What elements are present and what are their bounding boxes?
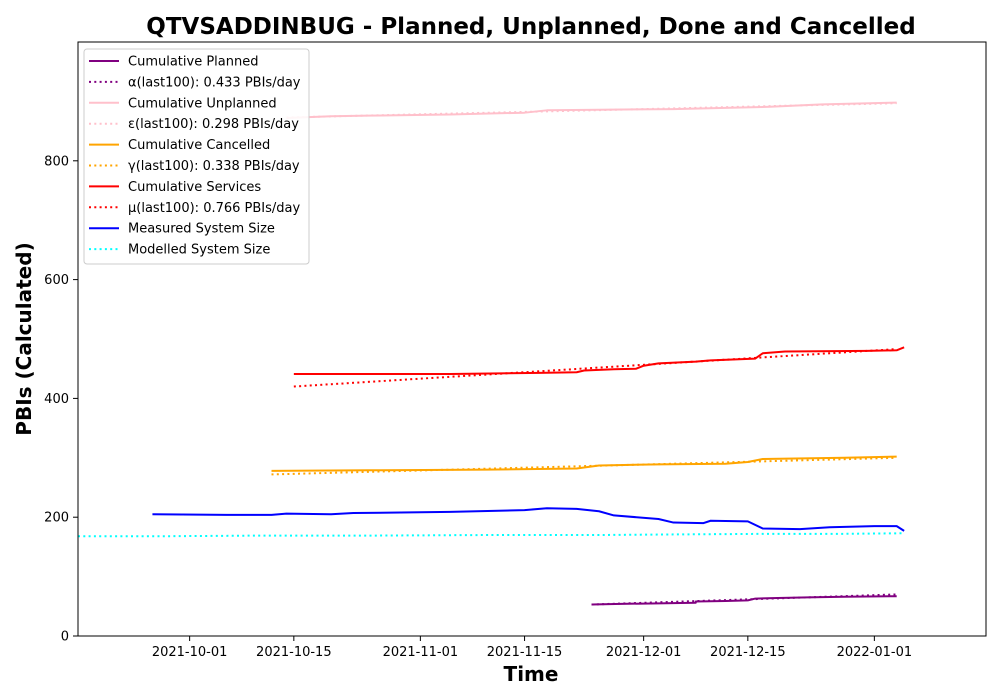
x-tick-label: 2021-10-01 — [152, 645, 228, 660]
legend-label-5: Cumulative Cancelled — [128, 138, 270, 153]
x-axis-label: Time — [504, 662, 559, 686]
series-line-1 — [591, 595, 897, 606]
y-tick-label: 0 — [61, 630, 69, 645]
chart-title: QTVSADDINBUG - Planned, Unplanned, Done … — [146, 14, 915, 40]
legend-label-1: Cumulative Planned — [128, 55, 258, 70]
x-tick-label: 2021-11-01 — [383, 645, 459, 660]
legend-label-6: γ(last100): 0.338 PBIs/day — [128, 159, 300, 174]
y-tick-label: 600 — [44, 273, 69, 288]
y-axis-label: PBIs (Calculated) — [12, 242, 36, 435]
series-line-2 — [591, 593, 897, 606]
legend-label-10: Modelled System Size — [128, 243, 270, 258]
legend-box — [83, 48, 310, 265]
y-tick-label: 200 — [44, 511, 69, 526]
series-layer — [78, 101, 905, 606]
x-tick-label: 2022-01-01 — [837, 645, 913, 660]
legend-label-9: Measured System Size — [128, 222, 275, 237]
series-line-7 — [293, 346, 905, 376]
legend-label-3: Cumulative Unplanned — [128, 96, 277, 111]
x-axis: 2021-10-01 2021-10-15 2021-11-01 2021-11-15… — [152, 636, 912, 660]
legend-label-8: μ(last100): 0.766 PBIs/day — [128, 201, 300, 216]
plot-frame — [77, 41, 987, 637]
series-line-10 — [78, 532, 905, 538]
series-line-6 — [271, 456, 897, 476]
y-axis: 0 200 400 600 800 — [44, 154, 78, 645]
x-tick-label: 2021-12-01 — [606, 645, 682, 660]
series-line-4 — [286, 102, 897, 119]
x-tick-label: 2021-11-15 — [487, 645, 563, 660]
legend-label-7: Cumulative Services — [128, 180, 261, 195]
legend: Cumulative Planned α(last100): 0.433 PBIs… — [83, 48, 310, 265]
plot-area: 2021-10-01 2021-10-15 2021-11-01 2021-11-15… — [44, 41, 987, 660]
legend-label-2: α(last100): 0.433 PBIs/day — [128, 75, 301, 90]
x-tick-label: 2021-12-15 — [710, 645, 786, 660]
y-tick-label: 400 — [44, 392, 69, 407]
series-line-9 — [152, 507, 905, 532]
y-tick-label: 800 — [44, 154, 69, 169]
legend-label-4: ε(last100): 0.298 PBIs/day — [128, 117, 299, 132]
x-tick-label: 2021-10-15 — [256, 645, 332, 660]
